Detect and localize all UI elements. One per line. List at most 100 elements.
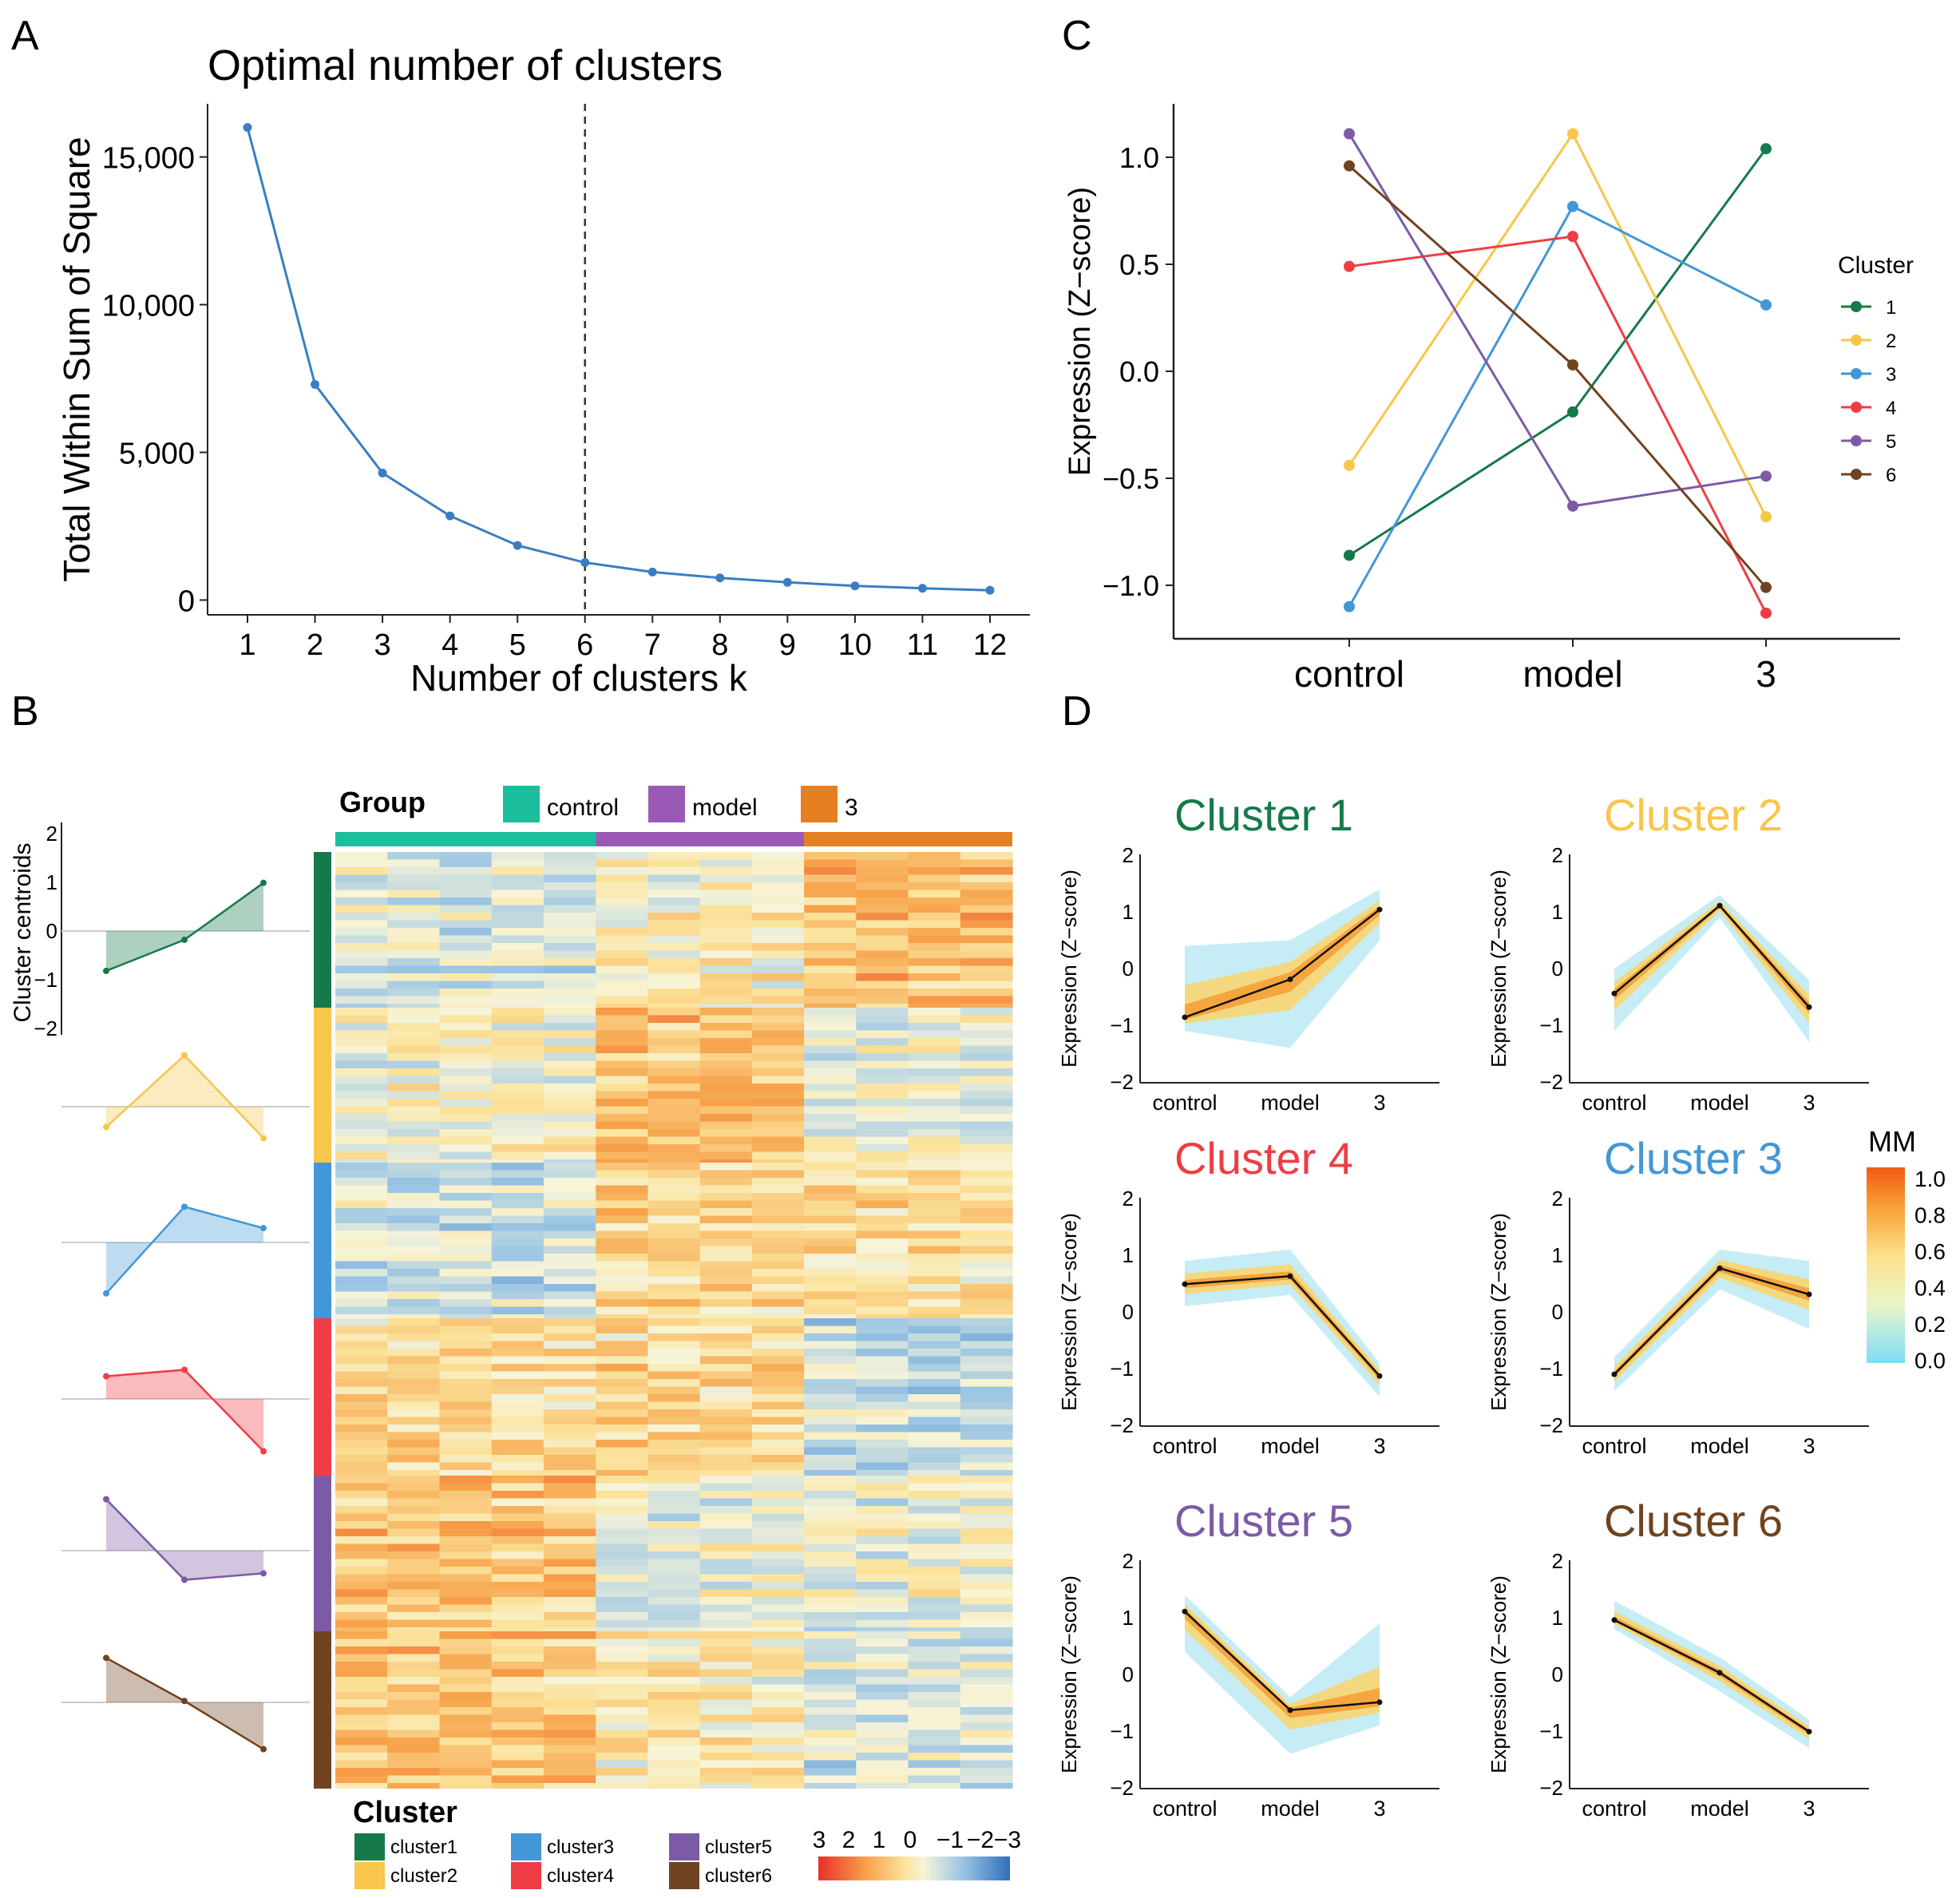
heatmap-cell: [804, 1543, 857, 1552]
heatmap-cell: [699, 1038, 753, 1046]
cluster-panel-y-tick: 0: [1552, 1300, 1563, 1324]
heatmap-cell: [439, 1714, 493, 1723]
heatmap-cell: [647, 1341, 701, 1349]
heatmap-cell: [596, 1246, 648, 1254]
heatmap-cell: [751, 1440, 805, 1448]
heatmap-cell: [596, 1440, 648, 1448]
heatmap-cell: [647, 1091, 701, 1100]
heatmap-cell: [543, 1638, 596, 1647]
heatmap-cell: [491, 1261, 544, 1270]
heatmap-cell: [596, 1178, 648, 1186]
heatmap-cell: [596, 1333, 648, 1341]
heatmap-cell: [804, 1325, 857, 1334]
cluster-panel-title: Cluster 5: [1174, 1496, 1353, 1546]
heatmap-cell: [491, 1783, 544, 1789]
heatmap-cell: [387, 973, 440, 981]
heatmap-cell: [335, 1099, 388, 1107]
heatmap-cell: [491, 1284, 544, 1292]
heatmap-cell: [387, 1008, 440, 1016]
heatmap-cell: [856, 1440, 909, 1448]
cluster-legend-label: cluster5: [705, 1837, 772, 1858]
heatmap-cell: [856, 1121, 909, 1130]
heatmap-cell: [647, 1318, 701, 1326]
heatmap-cell: [387, 890, 440, 898]
heatmap-cell: [751, 1015, 805, 1024]
heatmap-cell: [387, 1409, 440, 1417]
heatmap-cell: [543, 1619, 596, 1628]
heatmap-cell: [699, 1722, 753, 1730]
heatmap-cell: [491, 897, 544, 905]
cluster-panel-band-outer: [1185, 1595, 1380, 1754]
heatmap-cell: [699, 1753, 753, 1761]
heatmap-cell: [908, 1417, 961, 1425]
heatmap-cell: [804, 1612, 857, 1620]
heatmap-cell: [699, 1121, 753, 1130]
heatmap-cell: [596, 1045, 648, 1054]
heatmap-cell: [804, 973, 857, 981]
cluster-panel-y-tick: −2: [1539, 1776, 1563, 1800]
heatmap-cell: [335, 1401, 388, 1410]
heatmap-cell: [596, 1068, 648, 1076]
heatmap-cell: [908, 1008, 961, 1016]
heatmap-cell: [543, 943, 596, 951]
heatmap-cell: [960, 1114, 1013, 1122]
heatmap-cell: [491, 1699, 544, 1708]
centroid-point: [103, 967, 109, 974]
heatmap-cell: [908, 1401, 961, 1410]
heatmap-cell: [387, 913, 440, 921]
heatmap-cell: [335, 1185, 388, 1194]
heatmap-cell: [335, 1023, 388, 1031]
heatmap-cell: [596, 928, 648, 936]
heatmap-cell: [439, 1170, 493, 1179]
heatmap-cell: [804, 1559, 857, 1567]
heatmap-cell: [908, 1318, 961, 1326]
heatmap-cell: [908, 1004, 961, 1008]
cluster-trend-chart: Expression (Z−score) −1.0−0.50.00.51.0 c…: [1063, 104, 1914, 695]
trend-y-tick-label: −1.0: [1103, 569, 1159, 602]
mm-colorbar-tick: 0.6: [1914, 1239, 1946, 1264]
heatmap-cell: [804, 1291, 857, 1300]
centroid-area-cluster1: [106, 882, 263, 971]
heatmap-cell: [960, 1559, 1013, 1567]
heatmap-cell: [908, 1638, 961, 1647]
cluster-panel-point: [1716, 902, 1723, 909]
cluster-legend-swatch: [354, 1862, 385, 1889]
heatmap-cell: [439, 882, 493, 890]
heatmap-cell: [804, 1462, 857, 1471]
heatmap-cell: [647, 1254, 701, 1262]
heatmap-cell: [491, 1230, 544, 1239]
heatmap-cell: [439, 1230, 493, 1239]
heatmap-cell: [908, 1015, 961, 1024]
heatmap-cell: [543, 1318, 596, 1326]
heatmap-scale-label: −1: [936, 1827, 964, 1853]
cluster-panel-point: [1611, 990, 1617, 997]
heatmap-cell: [647, 1582, 701, 1590]
heatmap-cell: [647, 1612, 701, 1620]
heatmap-cell: [543, 1030, 596, 1039]
heatmap-cell: [543, 1551, 596, 1559]
heatmap-cell: [387, 996, 440, 1004]
heatmap-cell: [596, 1597, 648, 1605]
heatmap-cell: [335, 996, 388, 1004]
heatmap-cell: [908, 1333, 961, 1341]
heatmap-cell: [596, 943, 648, 951]
heatmap-cell: [960, 1677, 1013, 1685]
heatmap-cell: [751, 1401, 805, 1410]
heatmap-cell: [960, 1604, 1013, 1613]
heatmap-cell: [647, 852, 701, 860]
heatmap-cell: [699, 1091, 753, 1100]
heatmap-cell: [596, 1349, 648, 1357]
heatmap-cell: [387, 1559, 440, 1567]
heatmap-cell: [335, 1291, 388, 1300]
heatmap-cell: [856, 1783, 909, 1789]
heatmap-cell: [751, 1045, 805, 1054]
cluster-panel-y-tick: 0: [1552, 957, 1563, 981]
heatmap-cell: [387, 1129, 440, 1137]
heatmap-cell: [543, 1567, 596, 1575]
heatmap-cell: [804, 1491, 857, 1499]
heatmap-cell: [856, 1730, 909, 1738]
heatmap-cell: [804, 1551, 857, 1559]
heatmap-cell: [856, 1631, 909, 1639]
